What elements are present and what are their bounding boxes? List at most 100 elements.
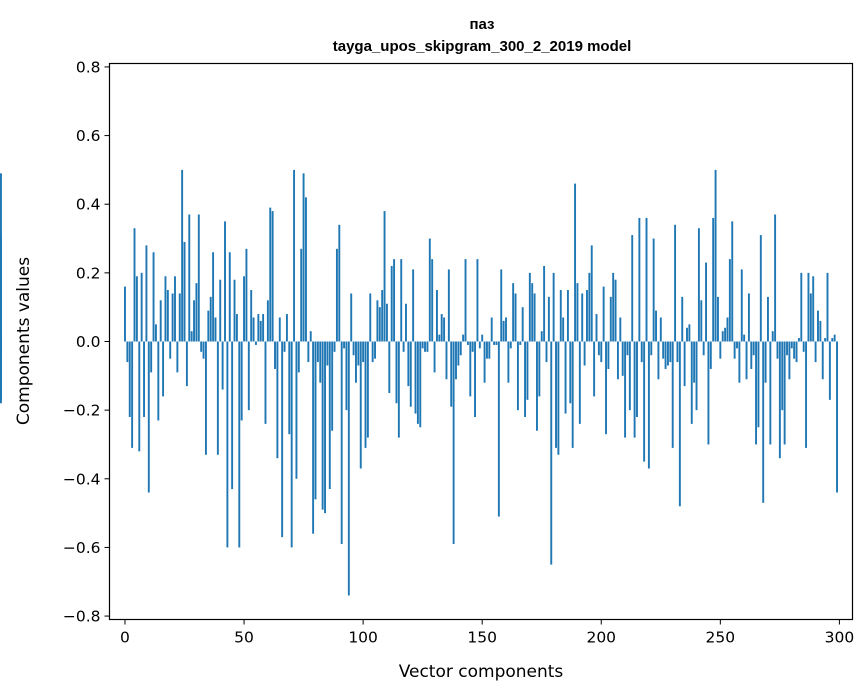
bar [295,341,298,479]
bar [278,317,281,342]
bar [314,341,317,500]
bar [0,173,2,342]
bar [740,269,743,342]
bar [743,334,746,342]
bar [326,341,329,366]
bar [714,169,717,342]
x-tick-label: 100 [348,629,378,647]
bar [290,341,293,548]
bar [507,341,510,383]
bar [324,341,326,514]
x-tick-label: 200 [586,629,616,647]
bar [426,341,429,352]
bar [512,283,515,342]
bar [231,341,234,490]
bar [381,290,384,342]
bar [366,341,369,438]
bar [562,317,565,342]
x-tick-label: 250 [706,629,736,647]
bar [428,238,431,342]
bar [297,341,300,373]
bar [204,341,207,455]
bar [738,341,741,383]
bar [212,252,215,342]
bar [340,341,343,544]
chart-title-line-2: tayga_upos_skipgram_300_2_2019 model [333,38,632,55]
bar [164,276,167,342]
bar [169,341,172,359]
bar [459,341,462,356]
bar [571,341,574,448]
bar [283,341,286,352]
bar [526,341,529,400]
bar [457,341,460,366]
bar [345,341,348,411]
bar [605,341,607,435]
bar [188,214,191,342]
bar [817,310,819,342]
bar [281,341,284,538]
bar [752,341,755,356]
bar [469,341,472,397]
bar [678,341,681,507]
bar [662,341,665,359]
bar [185,341,188,387]
bar [707,341,710,445]
bar [602,286,605,342]
bar [557,341,560,455]
bar [719,341,722,359]
bar [247,341,250,411]
bar [581,293,584,342]
bar [257,314,260,342]
bar [676,341,679,363]
bar [731,221,734,342]
bar [424,341,426,352]
bar [374,341,376,359]
bar [483,341,486,383]
bar [312,341,315,534]
bar [402,341,405,352]
bar [655,310,657,342]
bar [143,341,145,418]
bar [202,341,205,359]
bar [252,317,255,342]
bar [536,341,538,431]
x-tick-label: 150 [467,629,497,647]
bar [419,341,422,428]
bar [466,341,469,345]
bar [321,341,324,510]
bar [333,341,336,352]
bar [717,296,719,342]
bar [209,296,212,342]
bar [540,331,543,342]
bar [193,300,195,342]
bar [626,341,629,356]
bar [245,248,248,342]
bar [514,293,517,342]
bar [697,228,700,342]
y-axis-ticks: −0.8 −0.6 −0.4 −0.2 0.0 0.2 0.4 0.6 0.8 [63,58,110,626]
bar [624,341,627,438]
bar [621,341,624,376]
bar [674,224,677,342]
bar [293,169,296,342]
bar [474,341,476,418]
bar [759,235,762,342]
bar [357,341,360,366]
bar [688,324,691,342]
bar [745,341,748,380]
bar [597,341,600,356]
bar [397,341,400,438]
bar [764,341,767,383]
bar [197,214,200,342]
bar [145,245,148,342]
bar [135,276,138,342]
bar [362,341,365,363]
bar [555,341,557,448]
bar [150,341,153,373]
bar [154,324,157,342]
bar [824,338,827,342]
bar [176,341,179,373]
bar [464,259,467,342]
